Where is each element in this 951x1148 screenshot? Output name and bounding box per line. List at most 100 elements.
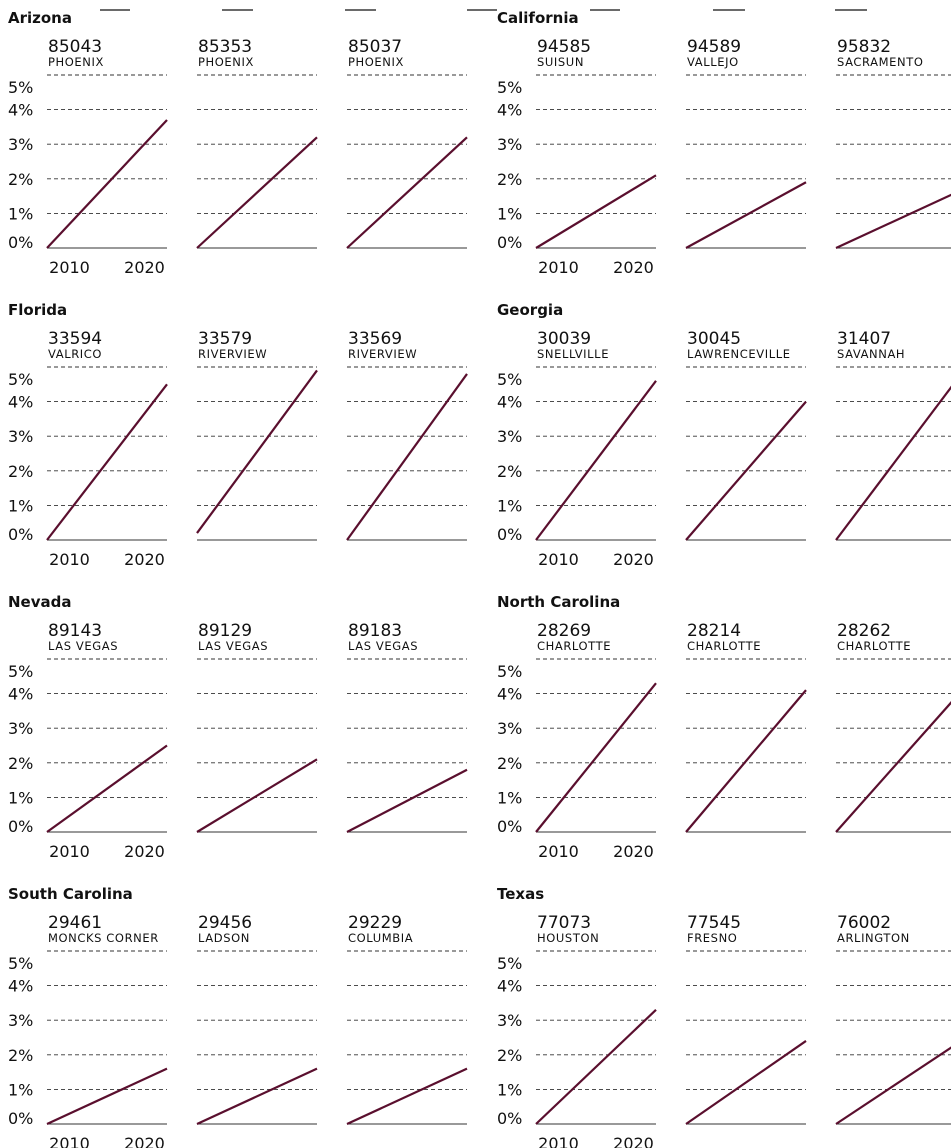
- y-tick-label: 3%: [8, 719, 33, 738]
- line: [196, 136, 318, 249]
- panel-title: 94585: [537, 37, 591, 57]
- line: [535, 682, 657, 833]
- state-title: Florida: [8, 301, 67, 319]
- state-title: California: [497, 9, 579, 27]
- y-tick-label: 0%: [8, 817, 33, 836]
- panel-subtitle: SACRAMENTO: [837, 55, 923, 69]
- panel-subtitle: LADSON: [198, 931, 250, 945]
- y-tick-label: 3%: [8, 427, 33, 446]
- y-tick-label: 1%: [8, 204, 33, 223]
- y-tick-label: 2%: [8, 462, 33, 481]
- state-title: Georgia: [497, 301, 563, 319]
- y-tick-label: 2%: [8, 170, 33, 189]
- line: [46, 383, 168, 541]
- panel-subtitle: FRESNO: [687, 931, 737, 945]
- x-tick-label: 2010: [538, 842, 579, 861]
- line: [46, 744, 168, 833]
- y-tick-label: 3%: [8, 135, 33, 154]
- y-tick-label: 5%: [497, 954, 522, 973]
- line: [685, 181, 807, 249]
- panel-title: 30039: [537, 329, 591, 349]
- line: [346, 136, 468, 249]
- panel-title: 33594: [48, 329, 102, 349]
- state-title: Arizona: [8, 9, 72, 27]
- panel-subtitle: PHOENIX: [198, 55, 254, 69]
- x-tick-label: 2010: [49, 258, 90, 277]
- line: [685, 1040, 807, 1125]
- panel-title: 95832: [837, 37, 891, 57]
- panel-title: 77545: [687, 913, 741, 933]
- x-tick-label: 2020: [613, 550, 654, 569]
- y-tick-label: 1%: [497, 1080, 522, 1099]
- y-tick-label: 0%: [497, 817, 522, 836]
- x-tick-label: 2010: [538, 258, 579, 277]
- y-tick-label: 1%: [497, 204, 522, 223]
- y-tick-label: 2%: [8, 754, 33, 773]
- x-tick-label: 2010: [49, 842, 90, 861]
- x-tick-label: 2020: [124, 1134, 165, 1148]
- panel-subtitle: COLUMBIA: [348, 931, 413, 945]
- panel-subtitle: SNELLVILLE: [537, 347, 609, 361]
- y-tick-label: 2%: [497, 170, 522, 189]
- y-tick-label: 0%: [497, 233, 522, 252]
- state-title: Texas: [497, 885, 544, 903]
- y-tick-label: 5%: [497, 78, 522, 97]
- panel-subtitle: CHARLOTTE: [537, 639, 611, 653]
- panel-title: 28262: [837, 621, 891, 641]
- y-tick-label: 4%: [8, 101, 33, 120]
- line: [685, 400, 807, 541]
- panel-title: 29229: [348, 913, 402, 933]
- panel-title: 85037: [348, 37, 402, 57]
- y-tick-label: 2%: [8, 1046, 33, 1065]
- line: [346, 373, 468, 541]
- line: [835, 701, 951, 833]
- panel-title: 28269: [537, 621, 591, 641]
- panel-subtitle: LAS VEGAS: [348, 639, 418, 653]
- line: [535, 174, 657, 249]
- line: [196, 1067, 318, 1125]
- y-tick-label: 5%: [8, 662, 33, 681]
- panel-title: 33579: [198, 329, 252, 349]
- y-tick-label: 0%: [497, 525, 522, 544]
- panel-subtitle: CHARLOTTE: [687, 639, 761, 653]
- y-tick-label: 4%: [8, 977, 33, 996]
- y-tick-label: 2%: [497, 1046, 522, 1065]
- line: [346, 1067, 468, 1125]
- panel-title: 76002: [837, 913, 891, 933]
- y-tick-label: 1%: [8, 788, 33, 807]
- y-tick-label: 1%: [8, 496, 33, 515]
- x-tick-label: 2020: [613, 1134, 654, 1148]
- line: [835, 385, 951, 541]
- panel-subtitle: PHOENIX: [348, 55, 404, 69]
- line: [535, 1009, 657, 1125]
- panel-title: 89183: [348, 621, 402, 641]
- y-tick-label: 1%: [8, 1080, 33, 1099]
- x-tick-label: 2020: [124, 258, 165, 277]
- y-tick-label: 3%: [497, 719, 522, 738]
- line: [835, 1046, 951, 1125]
